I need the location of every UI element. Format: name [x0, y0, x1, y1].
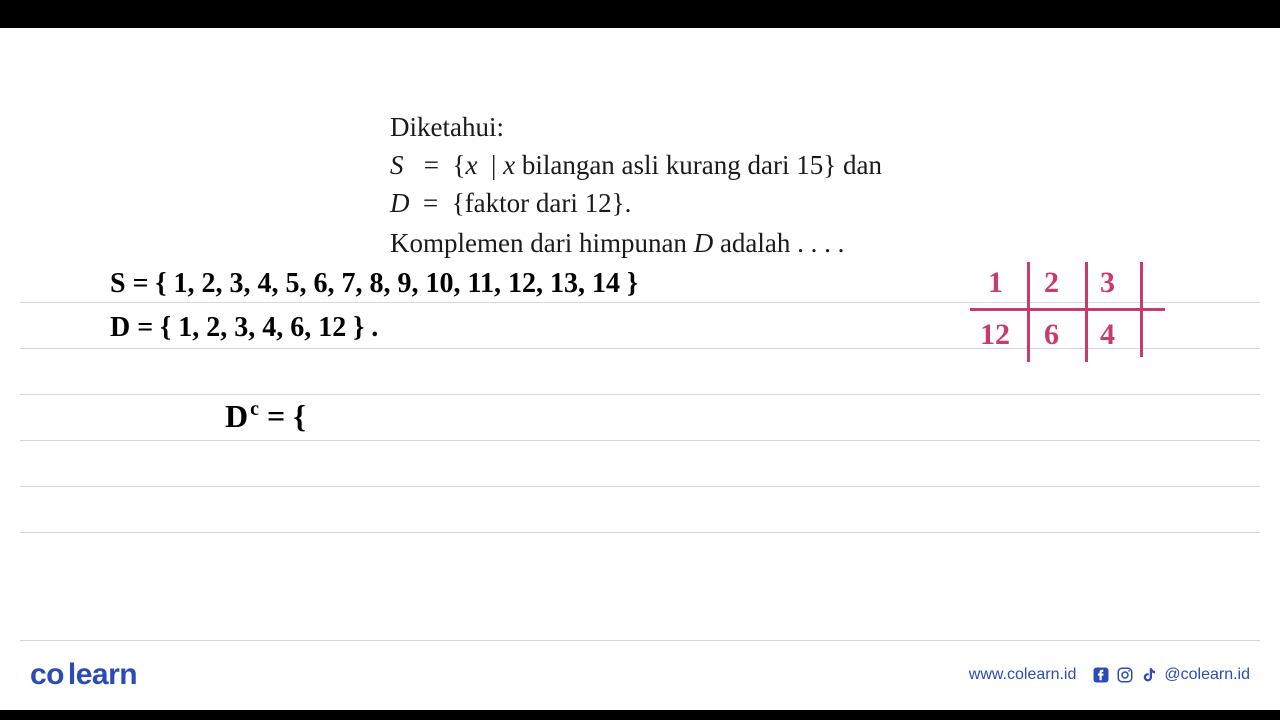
footer-right: www.colearn.id @colearn.id: [969, 666, 1250, 684]
problem-line2: S = {x | x bilangan asli kurang dari 15}…: [390, 150, 882, 181]
var-D: D: [390, 188, 410, 218]
cell-bot-0: 12: [980, 318, 1010, 352]
table-vline: [1140, 262, 1143, 357]
ruled-line: [20, 394, 1260, 395]
ruled-line: [20, 640, 1260, 641]
cell-top-2: 3: [1100, 266, 1115, 300]
problem-line3: D = {faktor dari 12}.: [390, 188, 631, 219]
facebook-icon: [1092, 666, 1110, 684]
ruled-line: [20, 532, 1260, 533]
letterbox-bottom: [0, 710, 1280, 720]
cell-top-0: 1: [988, 266, 1003, 300]
social-icons: @colearn.id: [1092, 666, 1250, 684]
tiktok-icon: [1140, 666, 1158, 684]
hand-S-line: S = { 1, 2, 3, 4, 5, 6, 7, 8, 9, 10, 11,…: [110, 268, 638, 300]
footer: co learn www.colearn.id @colearn.id: [0, 650, 1280, 700]
problem-line1: Diketahui:: [390, 112, 504, 143]
hand-Dc: Dc = {: [225, 398, 306, 435]
cell-top-1: 2: [1044, 266, 1059, 300]
main-content: Diketahui: S = {x | x bilangan asli kura…: [0, 0, 1280, 720]
brand-logo: co learn: [30, 658, 137, 692]
cell-bot-2: 4: [1100, 318, 1115, 352]
ruled-line: [20, 486, 1260, 487]
footer-url: www.colearn.id: [969, 666, 1077, 684]
social-handle: @colearn.id: [1164, 666, 1250, 684]
var-S: S: [390, 150, 404, 180]
table-hline: [970, 308, 1165, 311]
table-vline: [1027, 262, 1030, 362]
table-vline: [1085, 262, 1088, 362]
ruled-line: [20, 348, 1260, 349]
eq-sign: [410, 150, 424, 180]
hand-D-line: D = { 1, 2, 3, 4, 6, 12 } .: [110, 312, 378, 344]
ruled-line: [20, 440, 1260, 441]
ruled-line: [20, 302, 1260, 303]
problem-line4: Komplemen dari himpunan D adalah . . . .: [390, 228, 844, 259]
cell-bot-1: 6: [1044, 318, 1059, 352]
instagram-icon: [1116, 666, 1134, 684]
